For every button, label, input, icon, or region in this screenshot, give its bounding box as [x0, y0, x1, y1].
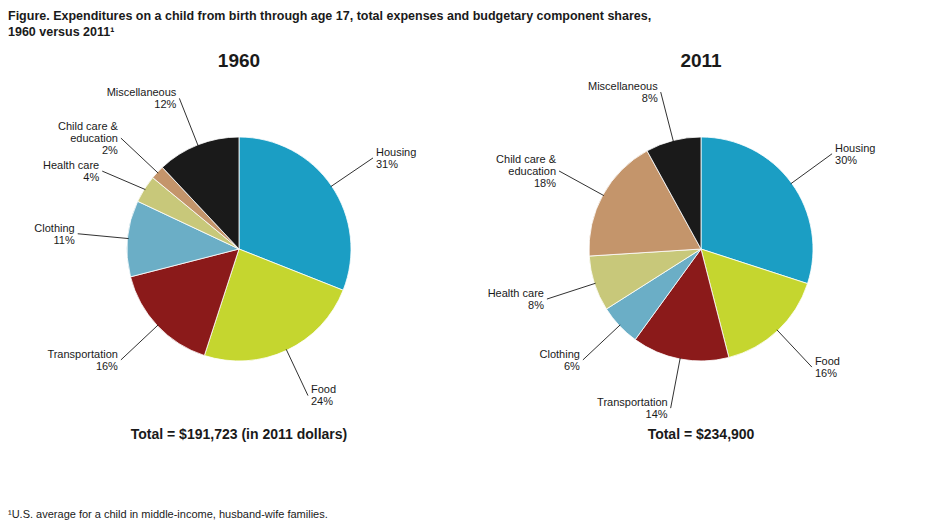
svg-text:Health care4%: Health care4% [43, 159, 99, 183]
html-text:¹U.S. average for a child in m: ¹U.S. average for a child in middle-inco… [8, 508, 328, 520]
svg-text:Miscellaneous8%: Miscellaneous8% [588, 80, 658, 104]
svg-text:Child care &education18%: Child care &education18% [496, 153, 557, 189]
html-text:Figure. Expenditures on a chil: Figure. Expenditures on a child from bir… [8, 9, 652, 39]
html-text:2011: 2011 [680, 50, 722, 71]
svg-text:Housing31%: Housing31% [376, 146, 416, 170]
svg-text:Clothing6%: Clothing6% [540, 348, 581, 372]
html-text:1960: 1960 [217, 50, 261, 71]
svg-text:Clothing11%: Clothing11% [34, 222, 75, 246]
svg-text:Transportation16%: Transportation16% [47, 348, 118, 372]
svg-text:Child care &education2%: Child care &education2% [58, 120, 119, 156]
html-text:Total = $191,723 (in 2011 doll: Total = $191,723 (in 2011 dollars) [130, 426, 348, 442]
html-text:Total = $234,900: Total = $234,900 [647, 426, 755, 442]
svg-text:Transportation14%: Transportation14% [597, 396, 668, 420]
svg-text:Food24%: Food24% [311, 383, 336, 407]
svg-text:Housing30%: Housing30% [835, 142, 875, 166]
svg-text:Health care8%: Health care8% [488, 287, 544, 311]
svg-text:Miscellaneous12%: Miscellaneous12% [107, 86, 177, 110]
svg-text:Food16%: Food16% [815, 355, 840, 379]
